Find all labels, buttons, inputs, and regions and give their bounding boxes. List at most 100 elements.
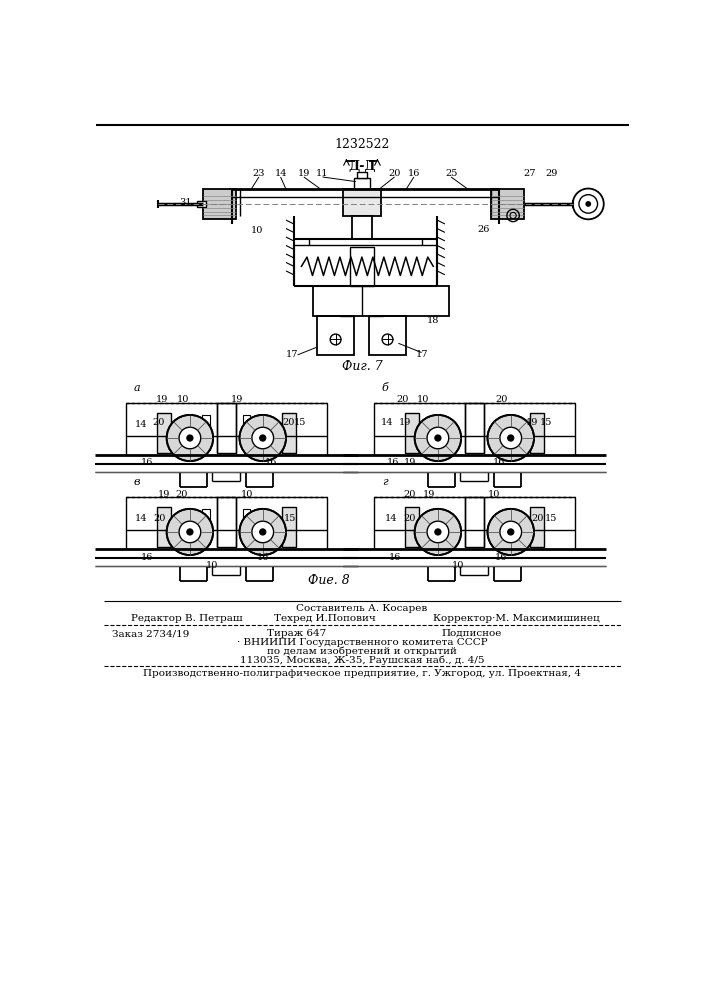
Bar <box>343 189 381 216</box>
Bar <box>404 413 419 453</box>
Bar <box>202 415 210 450</box>
Text: 15: 15 <box>545 514 557 523</box>
Text: 20: 20 <box>152 418 164 427</box>
Text: 23: 23 <box>252 169 265 178</box>
Text: 10: 10 <box>251 226 264 235</box>
Circle shape <box>167 509 213 555</box>
Bar <box>530 507 544 547</box>
Circle shape <box>488 415 534 461</box>
Bar <box>243 415 250 450</box>
Text: 10: 10 <box>177 395 189 404</box>
Circle shape <box>508 435 514 441</box>
Text: по делам изобретений и открытий: по делам изобретений и открытий <box>267 647 457 656</box>
Text: 16: 16 <box>140 458 153 467</box>
Text: 19: 19 <box>526 418 539 427</box>
Bar <box>373 403 575 436</box>
Text: 19: 19 <box>398 418 411 427</box>
Text: 26: 26 <box>477 225 490 234</box>
Circle shape <box>240 415 286 461</box>
Text: а: а <box>134 383 141 393</box>
Text: 10: 10 <box>417 395 429 404</box>
Text: г: г <box>382 477 388 487</box>
Text: Фиг. 7: Фиг. 7 <box>341 360 382 373</box>
Bar <box>465 403 484 453</box>
Text: б: б <box>382 383 389 393</box>
Text: 14: 14 <box>135 420 147 429</box>
Text: 20: 20 <box>404 490 416 499</box>
Bar <box>203 189 235 219</box>
Bar <box>243 509 250 544</box>
Text: 18: 18 <box>427 316 440 325</box>
Text: 16: 16 <box>388 553 401 562</box>
Text: 27: 27 <box>524 169 537 178</box>
Circle shape <box>167 415 213 461</box>
Circle shape <box>500 427 522 449</box>
Bar <box>217 497 235 547</box>
Text: 16: 16 <box>387 458 399 467</box>
Text: Подписное: Подписное <box>441 629 501 638</box>
Bar <box>491 189 524 219</box>
Text: 1232522: 1232522 <box>334 138 390 151</box>
Circle shape <box>427 427 449 449</box>
Text: 14: 14 <box>135 514 147 523</box>
Text: 14: 14 <box>274 169 287 178</box>
Text: 10: 10 <box>241 490 253 499</box>
Text: 16: 16 <box>496 553 508 562</box>
Text: 19: 19 <box>423 490 436 499</box>
Text: 15: 15 <box>284 514 296 523</box>
Bar <box>465 497 484 547</box>
Bar <box>217 403 235 453</box>
Circle shape <box>435 529 441 535</box>
Circle shape <box>500 521 522 543</box>
Circle shape <box>259 529 266 535</box>
Circle shape <box>252 521 274 543</box>
Circle shape <box>586 202 590 206</box>
Text: 16: 16 <box>493 458 506 467</box>
Text: 15: 15 <box>294 418 306 427</box>
Text: 19: 19 <box>156 395 168 404</box>
Circle shape <box>179 521 201 543</box>
Circle shape <box>435 435 441 441</box>
Text: 17: 17 <box>416 350 428 359</box>
Text: 20: 20 <box>396 395 409 404</box>
Text: 17: 17 <box>286 350 298 359</box>
Bar <box>373 497 575 530</box>
Text: 20: 20 <box>153 514 166 523</box>
Circle shape <box>259 435 266 441</box>
Bar <box>156 413 170 453</box>
Bar <box>369 316 406 355</box>
Text: 25: 25 <box>445 169 457 178</box>
Bar <box>313 286 449 316</box>
Bar <box>126 497 327 530</box>
Text: 16: 16 <box>408 169 420 178</box>
Bar <box>404 507 419 547</box>
Bar <box>197 201 206 207</box>
Text: 14: 14 <box>385 514 397 523</box>
Text: 19: 19 <box>298 169 310 178</box>
Text: 113035, Москва, Ж-35, Раушская наб., д. 4/5: 113035, Москва, Ж-35, Раушская наб., д. … <box>240 655 484 665</box>
Circle shape <box>508 529 514 535</box>
Bar <box>282 507 296 547</box>
Bar <box>530 413 544 453</box>
Text: 14: 14 <box>380 418 393 427</box>
Bar <box>351 247 373 286</box>
Text: 11: 11 <box>316 169 329 178</box>
Text: 20: 20 <box>496 395 508 404</box>
Bar <box>352 216 372 239</box>
Text: 10: 10 <box>206 561 218 570</box>
Text: 10: 10 <box>488 490 500 499</box>
Text: · ВНИИПИ Государственного комитета СССР: · ВНИИПИ Государственного комитета СССР <box>237 638 487 647</box>
Circle shape <box>488 509 534 555</box>
Circle shape <box>187 529 193 535</box>
Text: Фие. 8: Фие. 8 <box>308 574 349 587</box>
Text: 16: 16 <box>264 458 276 467</box>
Text: Тираж 647: Тираж 647 <box>267 629 326 638</box>
Bar <box>202 509 210 544</box>
Bar <box>357 172 367 178</box>
Text: 31: 31 <box>179 198 192 207</box>
Circle shape <box>427 521 449 543</box>
Text: 10: 10 <box>452 561 464 570</box>
Text: 20: 20 <box>404 514 416 523</box>
Bar <box>282 413 296 453</box>
Text: Редактор В. Петраш: Редактор В. Петраш <box>131 614 243 623</box>
